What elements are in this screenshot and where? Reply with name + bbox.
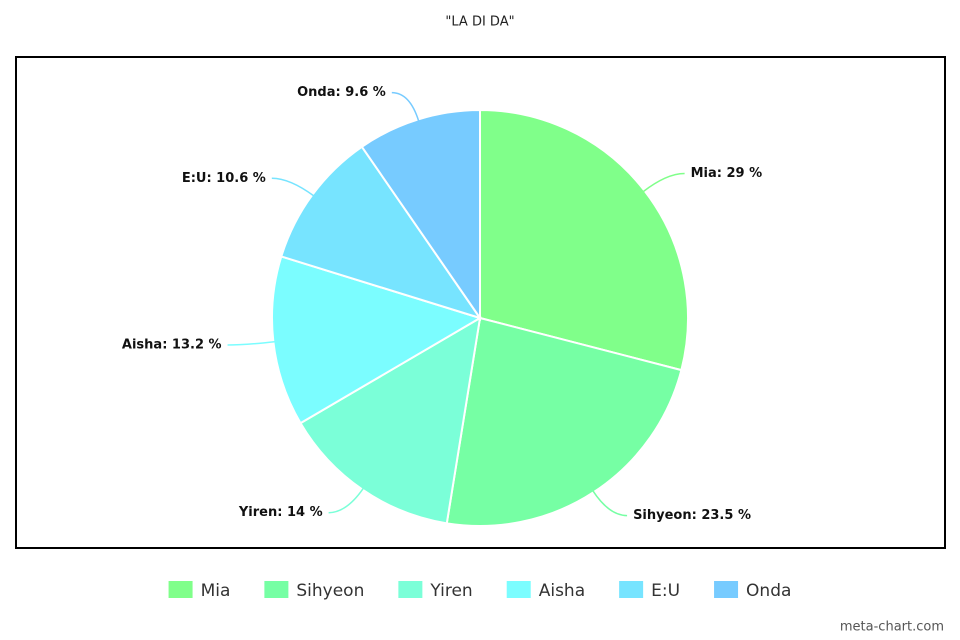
legend-label: Sihyeon <box>296 581 364 601</box>
data-label: Onda: 9.6 % <box>297 85 386 100</box>
data-label: Mia: 29 % <box>691 166 763 181</box>
chart-title: "LA DI DA" <box>445 15 514 30</box>
data-label: Sihyeon: 23.5 % <box>633 508 751 523</box>
data-label: E:U: 10.6 % <box>182 171 266 186</box>
leader-line <box>592 490 628 517</box>
leader-line <box>391 91 420 122</box>
legend-label: Mia <box>201 581 231 601</box>
legend-label: Yiren <box>429 581 472 601</box>
legend-swatch <box>506 581 531 598</box>
data-label: Aisha: 13.2 % <box>122 338 222 353</box>
legend-label: E:U <box>651 581 680 601</box>
legend-swatch <box>168 581 193 598</box>
legend-swatch <box>714 581 739 598</box>
legend-swatch <box>619 581 644 598</box>
leader-line <box>642 172 685 193</box>
credit: meta-chart.com <box>840 620 944 635</box>
leader-line <box>227 340 276 346</box>
legend-swatch <box>264 581 289 598</box>
leader-line <box>328 487 365 514</box>
plot-frame <box>15 56 946 549</box>
leader-line <box>271 177 315 197</box>
legend-swatch <box>398 581 423 598</box>
legend-label: Onda <box>746 581 791 601</box>
data-label: Yiren: 14 % <box>238 505 323 520</box>
legend-label: Aisha <box>539 581 585 601</box>
